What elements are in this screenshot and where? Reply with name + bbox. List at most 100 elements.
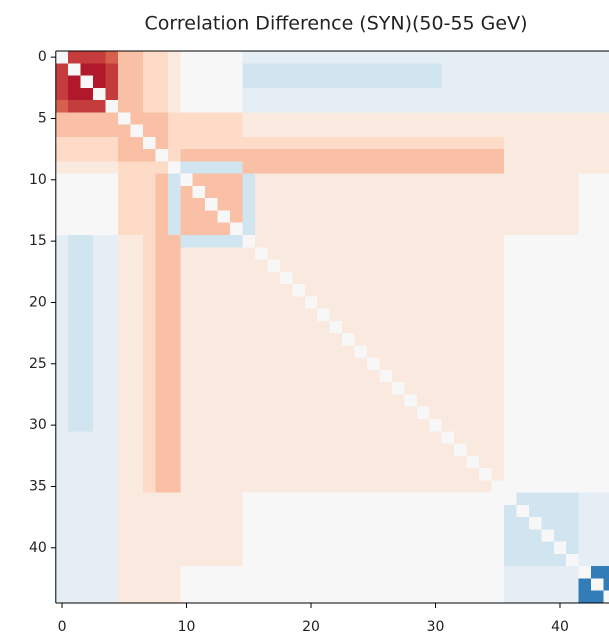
cell: [242, 247, 256, 260]
x-tick-label: 10: [178, 619, 196, 635]
cell: [503, 210, 517, 224]
cell: [591, 443, 604, 457]
cell: [329, 308, 343, 322]
cell: [379, 161, 393, 175]
cell: [242, 333, 256, 346]
cell: [516, 443, 530, 457]
cell: [379, 455, 393, 469]
cell: [441, 161, 455, 175]
cell: [80, 87, 94, 101]
cell: [479, 394, 492, 408]
cell: [205, 222, 219, 236]
cell: [391, 320, 405, 334]
cell: [142, 578, 156, 592]
cell: [578, 382, 592, 395]
cell: [192, 566, 206, 579]
cell: [541, 259, 555, 273]
cell: [466, 259, 480, 273]
cell: [130, 406, 144, 420]
cell: [242, 75, 256, 89]
cell: [205, 566, 219, 579]
cell: [429, 259, 443, 273]
cell: [578, 357, 592, 371]
cell: [429, 590, 443, 604]
cell: [516, 553, 530, 567]
cell: [180, 185, 194, 199]
cell: [118, 271, 131, 285]
cell: [454, 296, 468, 309]
cell: [142, 419, 156, 432]
cell: [155, 333, 169, 346]
cell: [142, 455, 156, 469]
cell: [118, 149, 131, 162]
cell: [491, 369, 505, 383]
cell: [217, 308, 231, 322]
cell: [317, 382, 331, 395]
cell: [391, 210, 405, 224]
cell: [68, 566, 82, 579]
cell: [142, 247, 156, 260]
cell: [292, 369, 306, 383]
cell: [578, 222, 592, 236]
cell: [491, 235, 505, 248]
cell: [329, 51, 343, 64]
cell: [205, 529, 219, 543]
cell: [528, 100, 542, 113]
cell: [466, 87, 480, 101]
cell: [479, 100, 492, 113]
cell: [155, 75, 169, 89]
cell: [180, 149, 194, 162]
cell: [503, 247, 517, 260]
cell: [342, 320, 355, 334]
cell: [118, 529, 131, 543]
cell: [230, 173, 243, 187]
cell: [304, 136, 318, 150]
cell: [466, 566, 480, 579]
cell: [105, 149, 119, 162]
cell: [55, 480, 69, 493]
cell: [205, 455, 219, 469]
cell: [230, 590, 243, 604]
cell: [279, 63, 293, 76]
cell: [279, 87, 293, 101]
cell: [205, 161, 219, 175]
cell: [466, 382, 480, 395]
cell: [441, 112, 455, 125]
cell: [603, 320, 609, 334]
cell: [354, 75, 368, 89]
cell: [180, 124, 194, 138]
cell: [416, 578, 430, 592]
cell: [279, 210, 293, 224]
cell: [55, 369, 69, 383]
cell: [354, 419, 368, 432]
cell: [503, 345, 517, 359]
cell: [192, 161, 206, 175]
cell: [254, 51, 268, 64]
cell: [503, 578, 517, 592]
cell: [317, 578, 331, 592]
cell: [367, 149, 380, 162]
cell: [130, 529, 144, 543]
cell: [441, 149, 455, 162]
cell: [317, 149, 331, 162]
cell: [142, 590, 156, 604]
cell: [267, 431, 281, 444]
cell: [292, 259, 306, 273]
cell: [503, 173, 517, 187]
cell: [491, 222, 505, 236]
cell: [105, 529, 119, 543]
cell: [55, 431, 69, 444]
cell: [180, 382, 194, 395]
cell: [180, 553, 194, 567]
cell: [118, 443, 131, 457]
cell: [566, 394, 580, 408]
cell: [603, 492, 609, 506]
cell: [267, 51, 281, 64]
cell: [105, 369, 119, 383]
cell: [441, 590, 455, 604]
cell: [566, 578, 580, 592]
cell: [566, 271, 580, 285]
cell: [192, 284, 206, 297]
cell: [242, 100, 256, 113]
cell: [254, 382, 268, 395]
